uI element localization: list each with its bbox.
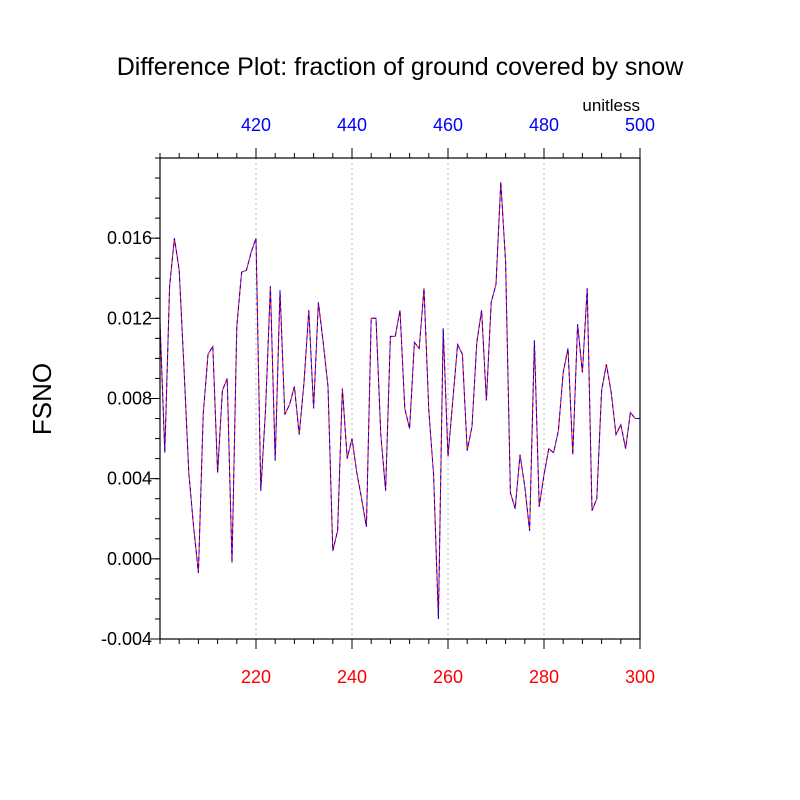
x-bottom-tick-label: 220 <box>241 667 271 687</box>
units-label: unitless <box>582 96 640 115</box>
y-tick-label: 0.012 <box>107 308 152 328</box>
gridlines <box>255 158 545 639</box>
plot-frame <box>159 157 641 640</box>
chart-title: Difference Plot: fraction of ground cove… <box>117 53 684 81</box>
tick-labels: -0.004 0.000 0.004 0.008 0.012 0.016 220 240 260… <box>101 115 655 687</box>
x-top-tick-label: 440 <box>337 115 367 135</box>
x-top-tick-label: 500 <box>625 115 655 135</box>
y-axis-label: FSNO <box>27 363 57 435</box>
y-tick-label: 0.000 <box>107 549 152 569</box>
ticks <box>150 148 641 649</box>
series-group <box>159 181 640 620</box>
x-top-tick-label: 420 <box>241 115 271 135</box>
y-tick-label: 0.016 <box>107 228 152 248</box>
series-line-top-axis <box>159 181 640 620</box>
y-tick-label: -0.004 <box>101 629 152 649</box>
x-top-tick-label: 460 <box>433 115 463 135</box>
y-tick-label: 0.004 <box>107 469 152 489</box>
series-line-bottom-axis <box>159 181 640 620</box>
x-bottom-tick-label: 260 <box>433 667 463 687</box>
x-bottom-tick-label: 300 <box>625 667 655 687</box>
y-tick-label: 0.008 <box>107 389 152 409</box>
x-bottom-tick-label: 240 <box>337 667 367 687</box>
x-bottom-tick-label: 280 <box>529 667 559 687</box>
x-top-tick-label: 480 <box>529 115 559 135</box>
